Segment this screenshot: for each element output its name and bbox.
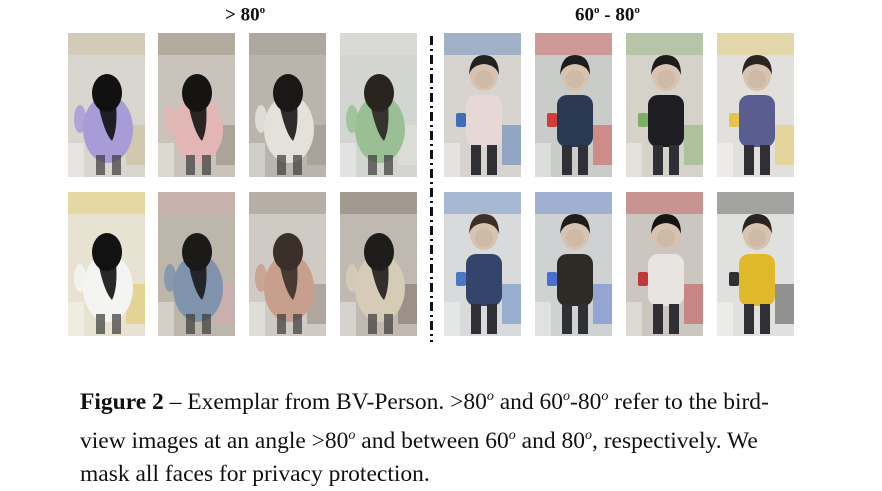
person-photo	[717, 33, 794, 177]
degree-mark: o	[259, 4, 266, 16]
caption-text: >80	[450, 388, 487, 415]
person-photo	[535, 192, 612, 336]
caption-text: and 60	[493, 388, 564, 415]
caption-text: Exemplar from BV-Person.	[187, 388, 451, 415]
person-photo	[158, 192, 235, 336]
degree-mark: o	[348, 427, 356, 443]
degree-mark: o	[563, 389, 571, 404]
group-header-above-80: > 80o	[225, 4, 265, 26]
person-photo	[444, 192, 521, 336]
person-photo	[158, 33, 235, 177]
group-header-60-text: 60	[575, 4, 594, 26]
group-header-above-80-text: > 80	[225, 4, 260, 26]
caption-dash: –	[163, 388, 188, 415]
person-photo	[249, 33, 326, 177]
person-photo	[340, 192, 417, 336]
group-header-60-80: 60o - 80o	[575, 4, 640, 26]
person-photo	[68, 192, 145, 336]
degree-mark: o	[634, 4, 640, 16]
caption-text: and 80	[515, 427, 585, 454]
figure-label: Figure 2	[80, 388, 164, 415]
figure-caption: Figure 2 – Exemplar from BV-Person. >80o…	[80, 380, 800, 491]
person-photo	[68, 33, 145, 177]
person-photo	[444, 33, 521, 177]
group-header-80-text: - 80	[599, 4, 635, 26]
degree-mark: o	[601, 389, 609, 404]
degree-mark: o	[508, 427, 516, 443]
degree-mark: o	[584, 427, 592, 443]
caption-text: , respectively. We mask all faces for pr…	[80, 427, 758, 487]
degree-mark: o	[486, 389, 494, 404]
caption-text: refer to the bird-view images at an angl…	[80, 388, 769, 454]
caption-text: >80	[311, 427, 349, 454]
caption-text: -80	[570, 388, 602, 415]
person-photo	[626, 33, 703, 177]
caption-text: and between 60	[355, 427, 509, 454]
degree-mark: o	[594, 4, 600, 16]
person-photo	[626, 192, 703, 336]
group-divider	[430, 36, 433, 342]
person-photo	[249, 192, 326, 336]
person-photo	[340, 33, 417, 177]
person-photo	[717, 192, 794, 336]
person-photo	[535, 33, 612, 177]
